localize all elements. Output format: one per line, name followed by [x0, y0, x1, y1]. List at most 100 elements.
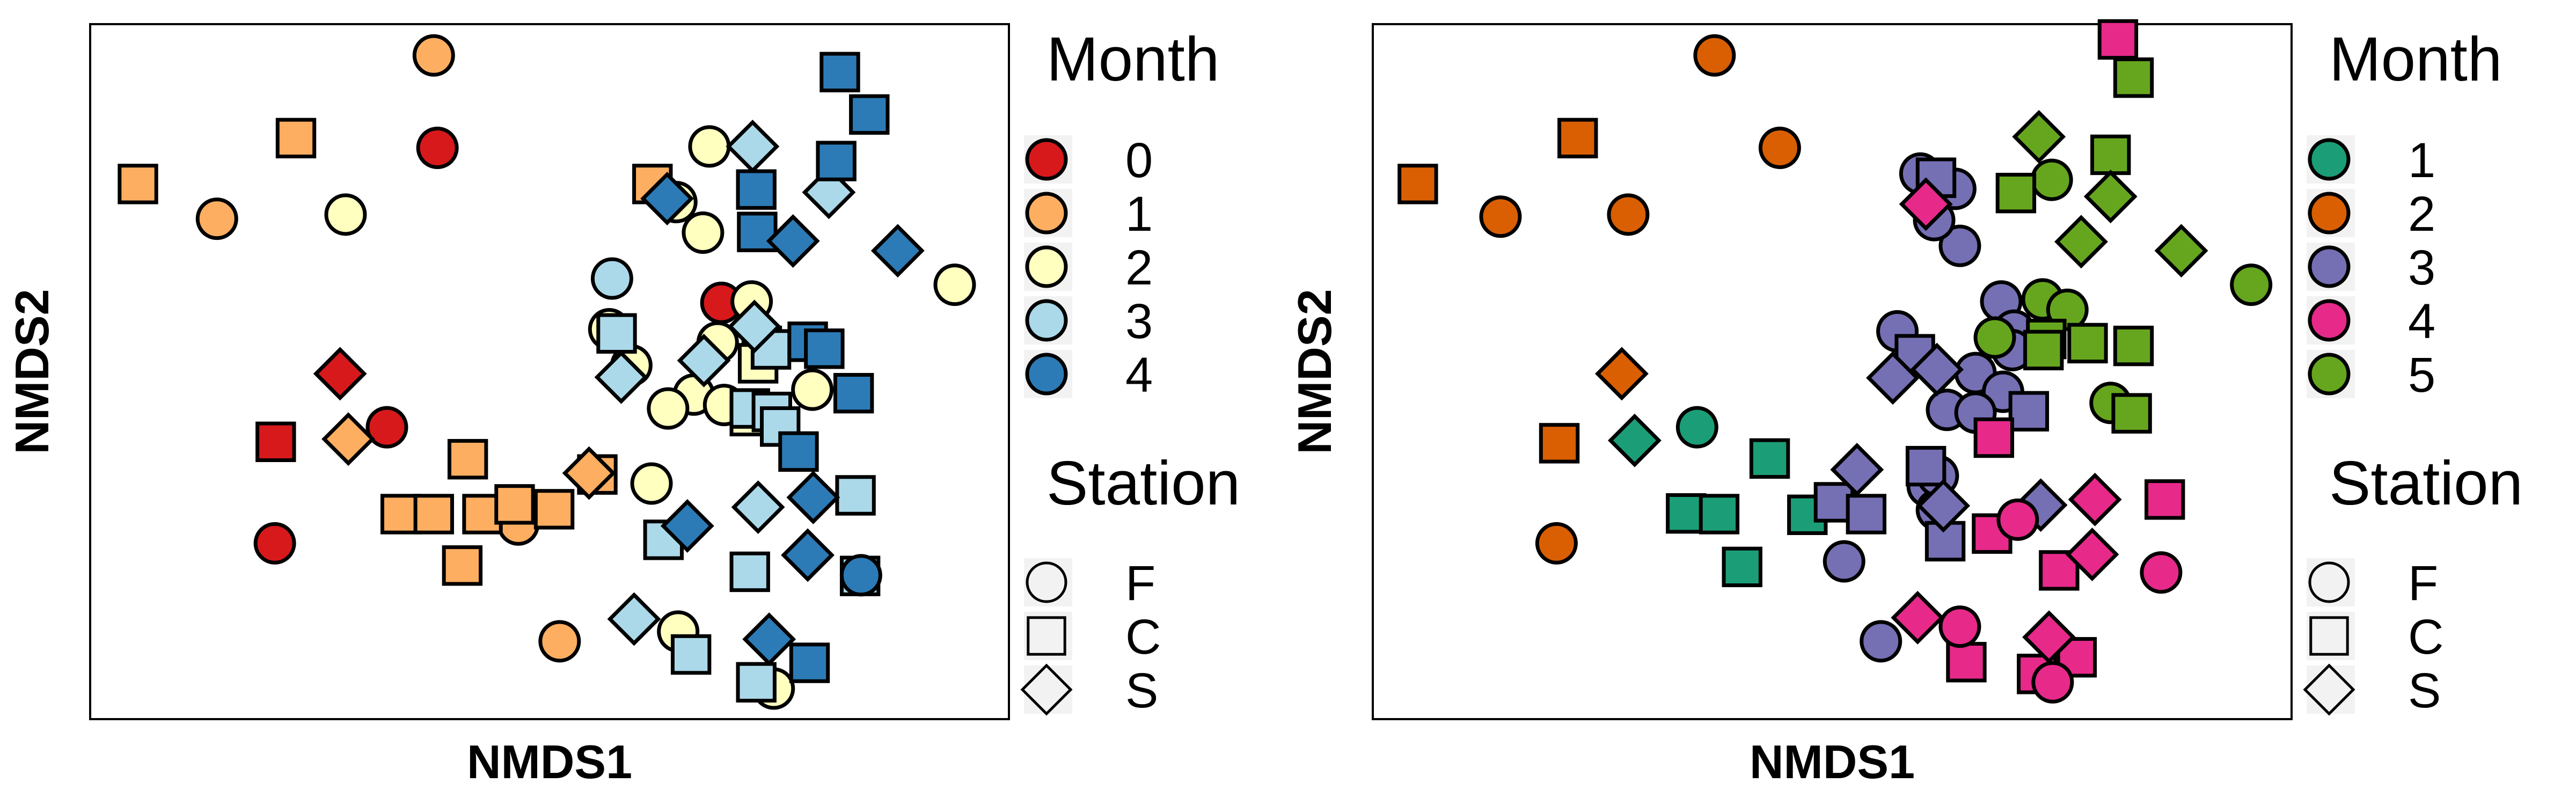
- legend-label-month: 5: [2408, 348, 2435, 402]
- data-point: [1860, 620, 1902, 663]
- data-point: [1607, 413, 1662, 467]
- data-point: [1823, 540, 1865, 583]
- data-point: [1722, 546, 1762, 588]
- data-point: [2039, 550, 2080, 591]
- legend-key-station: [2303, 663, 2355, 716]
- data-point: [2154, 224, 2208, 278]
- data-point: [630, 462, 673, 505]
- data-point: [1675, 406, 1718, 449]
- plot-frame: [89, 23, 1010, 720]
- data-point: [726, 119, 780, 173]
- data-point: [1749, 438, 1790, 479]
- data-point: [195, 197, 238, 240]
- data-point: [442, 545, 483, 586]
- data-point: [447, 438, 488, 480]
- data-point: [849, 94, 890, 135]
- legend-key-month: [2308, 138, 2351, 181]
- legend-title-station: Station: [2329, 448, 2523, 518]
- y-axis-title: NMDS2: [5, 289, 58, 454]
- data-point: [766, 214, 820, 268]
- legend-label-station: S: [2408, 663, 2441, 718]
- legend-title-month: Month: [1046, 24, 1219, 94]
- legend-label-month: 2: [2408, 187, 2435, 241]
- x-axis-title: NMDS1: [1750, 735, 1915, 788]
- data-point: [321, 412, 376, 466]
- legend-key-station: [1026, 561, 1067, 603]
- data-point: [1996, 498, 2039, 541]
- legend-title-station: Station: [1046, 448, 1240, 518]
- data-point: [804, 328, 845, 369]
- data-point: [2140, 551, 2183, 594]
- legend-label-station: C: [2408, 610, 2443, 664]
- data-point: [412, 34, 455, 77]
- data-point: [2068, 472, 2122, 526]
- data-point: [786, 470, 840, 524]
- legend-label-station: F: [1125, 556, 1155, 611]
- legend-label-month: 1: [2408, 133, 2435, 188]
- data-point: [2031, 661, 2074, 704]
- data-point: [1846, 494, 1887, 535]
- data-point: [1479, 195, 1522, 238]
- legend-key-station: [2309, 616, 2349, 656]
- data-point: [1539, 423, 1580, 464]
- data-point: [494, 484, 535, 525]
- data-point: [1973, 316, 2016, 359]
- legend-key-month: [1025, 245, 1068, 288]
- data-point: [727, 299, 781, 354]
- legend-key-month: [2308, 192, 2351, 235]
- data-point: [647, 387, 690, 430]
- data-point: [670, 634, 712, 675]
- data-point: [1938, 224, 1981, 267]
- data-point: [1916, 479, 1971, 533]
- data-point: [313, 347, 367, 401]
- data-point: [413, 494, 454, 535]
- x-axis-title: NMDS1: [467, 735, 632, 788]
- data-point: [1910, 342, 1964, 397]
- data-point: [736, 662, 777, 703]
- data-point: [562, 446, 616, 500]
- data-point: [791, 368, 834, 411]
- data-point: [640, 172, 694, 225]
- data-point: [538, 620, 581, 663]
- data-point: [1891, 590, 1945, 645]
- data-point: [2065, 528, 2119, 582]
- data-point: [2022, 610, 2076, 664]
- data-point: [118, 164, 158, 204]
- legend-key-month: [2308, 245, 2351, 288]
- data-point: [2012, 109, 2066, 164]
- data-point: [607, 592, 661, 646]
- legend-label-month: 4: [2408, 294, 2435, 349]
- data-point: [1995, 172, 2037, 214]
- data-point: [2008, 391, 2050, 432]
- data-point: [731, 480, 785, 534]
- data-point: [1938, 605, 1981, 648]
- data-point: [1758, 127, 1801, 170]
- data-point: [2054, 215, 2108, 269]
- data-point: [2030, 158, 2073, 201]
- data-point: [2083, 170, 2138, 224]
- y-axis-title: NMDS2: [1288, 289, 1341, 454]
- legend-key-month: [1025, 138, 1068, 181]
- data-point: [1866, 351, 1920, 405]
- data-point: [2097, 19, 2139, 60]
- data-point: [594, 350, 648, 404]
- data-point: [416, 127, 459, 170]
- legend-key-month: [2308, 353, 2351, 396]
- data-point: [2113, 57, 2154, 98]
- data-point: [596, 313, 637, 354]
- data-point: [2113, 325, 2154, 367]
- data-point: [2111, 393, 2152, 434]
- data-point: [789, 642, 830, 683]
- legend-key-month: [2308, 299, 2351, 342]
- data-point: [275, 118, 317, 159]
- data-point: [816, 141, 857, 181]
- data-point: [870, 224, 925, 278]
- data-point: [1397, 164, 1438, 204]
- legend-key-station: [1027, 616, 1066, 656]
- data-point: [688, 125, 731, 168]
- data-point: [682, 211, 724, 254]
- points: [1397, 19, 2273, 704]
- data-point: [1699, 494, 1740, 535]
- data-point: [1535, 522, 1578, 565]
